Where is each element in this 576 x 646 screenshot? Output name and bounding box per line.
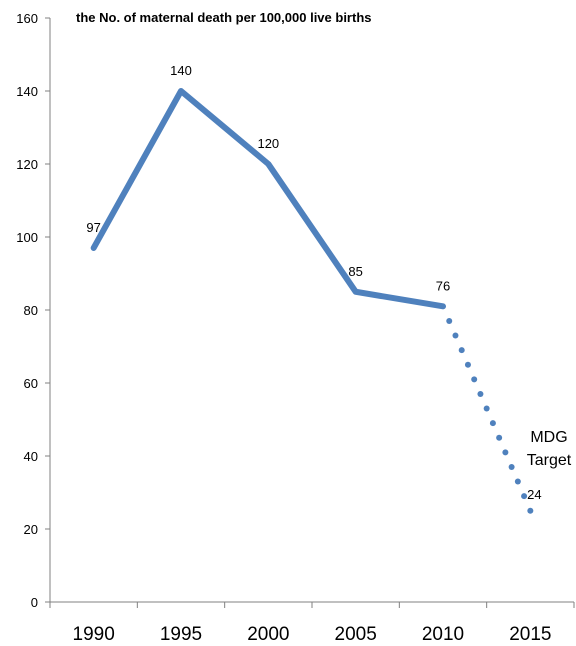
x-tick-label: 1995 bbox=[160, 624, 202, 645]
x-tick-label: 2015 bbox=[509, 624, 551, 645]
axes bbox=[45, 17, 575, 608]
projection-dot bbox=[458, 347, 465, 354]
projection-dot bbox=[446, 317, 453, 324]
mdg-target-annotation: MDG Target bbox=[527, 429, 572, 469]
y-tick-label: 140 bbox=[16, 84, 38, 99]
data-label: 76 bbox=[436, 278, 450, 293]
y-tick-label: 60 bbox=[24, 376, 38, 391]
projection-dot bbox=[483, 405, 490, 412]
projection-dot bbox=[521, 493, 528, 500]
x-tick-label: 1990 bbox=[73, 624, 115, 645]
y-tick-label: 100 bbox=[16, 230, 38, 245]
projection-dot bbox=[508, 463, 515, 470]
x-tick-labels: 1990 1995 2000 2005 2010 2015 bbox=[73, 624, 552, 645]
projection-dot bbox=[452, 332, 459, 339]
x-tick-label: 2010 bbox=[422, 624, 464, 645]
projection-dot bbox=[496, 434, 503, 441]
projection-dot bbox=[527, 507, 534, 514]
projection-dot bbox=[502, 449, 509, 456]
y-tick-label: 160 bbox=[16, 11, 38, 26]
chart-title: the No. of maternal death per 100,000 li… bbox=[76, 10, 371, 25]
x-tick-label: 2005 bbox=[335, 624, 377, 645]
data-labels: 97 140 120 85 76 24 bbox=[86, 63, 541, 502]
data-label: 85 bbox=[348, 264, 362, 279]
data-label: 97 bbox=[86, 220, 100, 235]
data-label: 24 bbox=[527, 487, 541, 502]
projection-dot bbox=[464, 361, 471, 368]
projection-dot bbox=[489, 420, 496, 427]
series-line bbox=[90, 88, 446, 310]
y-tick-label: 120 bbox=[16, 157, 38, 172]
y-tick-label: 40 bbox=[24, 449, 38, 464]
y-tick-label: 20 bbox=[24, 522, 38, 537]
x-tick-label: 2000 bbox=[247, 624, 289, 645]
projection-dot bbox=[471, 376, 478, 383]
data-label: 120 bbox=[257, 136, 279, 151]
y-tick-labels: 0 20 40 60 80 100 120 140 160 bbox=[16, 11, 38, 610]
y-tick-label: 80 bbox=[24, 303, 38, 318]
annotation-line: Target bbox=[527, 452, 572, 469]
data-label: 140 bbox=[170, 63, 192, 78]
projection-dot bbox=[514, 478, 521, 485]
projection-dot bbox=[477, 390, 484, 397]
series-layer bbox=[90, 88, 534, 514]
annotation-line: MDG bbox=[530, 429, 567, 446]
y-tick-label: 0 bbox=[31, 595, 38, 610]
